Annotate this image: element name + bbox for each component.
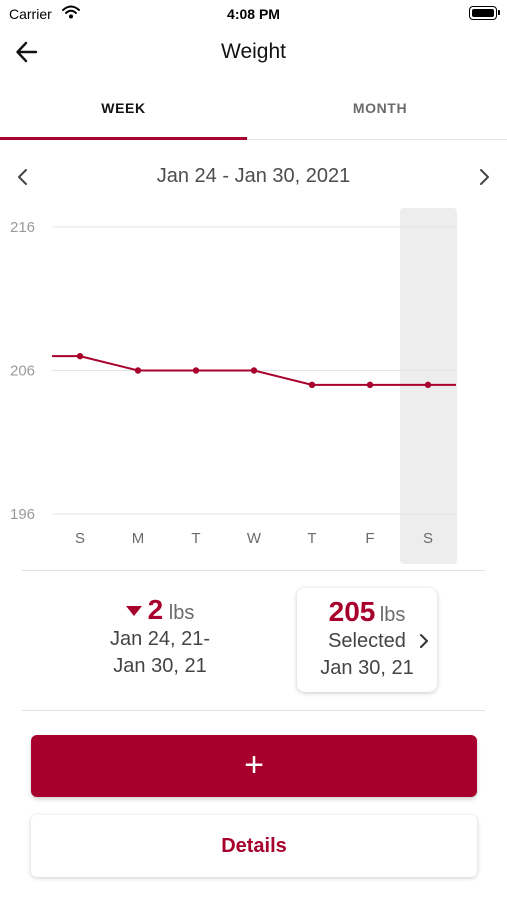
- x-tick-label: F: [365, 530, 374, 547]
- back-button[interactable]: [14, 39, 54, 69]
- selected-value: 205: [328, 596, 376, 627]
- selected-label: Selected: [328, 630, 406, 652]
- chevron-right-icon: [480, 169, 489, 185]
- battery-icon: [469, 6, 500, 20]
- x-tick-label: S: [423, 530, 433, 547]
- x-tick-label: W: [247, 530, 262, 547]
- status-bar: Carrier 4:08 PM: [0, 0, 507, 28]
- divider-bottom: [22, 710, 485, 711]
- change-range-start: Jan 24, 21-: [109, 628, 211, 650]
- change-unit: lbs: [168, 602, 195, 624]
- tab-month-label: MONTH: [352, 100, 408, 116]
- trend-down-icon: [125, 605, 142, 616]
- x-tick-label: S: [75, 530, 85, 547]
- page-title: Weight: [221, 40, 286, 63]
- y-tick-label: 196: [10, 506, 35, 523]
- nav-header: Weight: [0, 28, 507, 78]
- selected-date: Jan 30, 21: [320, 657, 414, 679]
- weight-chart[interactable]: 216 206 196 S M T W T F S: [0, 200, 507, 568]
- chevron-left-icon: [18, 169, 27, 185]
- data-point[interactable]: [76, 352, 84, 360]
- date-range-label: Jan 24 - Jan 30, 2021: [156, 165, 351, 187]
- tab-month[interactable]: MONTH: [253, 88, 507, 139]
- previous-week-button[interactable]: [10, 164, 36, 190]
- add-weight-button[interactable]: +: [31, 735, 477, 797]
- selected-entry-card[interactable]: 205 lbs Selected Jan 30, 21: [297, 588, 437, 692]
- data-point[interactable]: [250, 367, 258, 374]
- y-tick-label: 206: [10, 363, 35, 380]
- arrow-left-icon: [16, 41, 38, 63]
- tab-week-label: WEEK: [101, 100, 146, 116]
- next-week-button[interactable]: [471, 164, 497, 190]
- date-range-navigator: Jan 24 - Jan 30, 2021: [0, 160, 507, 194]
- data-point[interactable]: [308, 381, 316, 389]
- carrier-label: Carrier: [9, 6, 52, 22]
- selected-unit: lbs: [379, 604, 406, 626]
- data-point[interactable]: [366, 381, 374, 389]
- change-range-end: Jan 30, 21: [113, 655, 207, 677]
- divider-top: [22, 570, 485, 571]
- x-tick-label: T: [191, 530, 200, 547]
- status-time: 4:08 PM: [227, 6, 280, 22]
- tab-selected-indicator: [0, 137, 247, 140]
- details-button[interactable]: Details: [31, 815, 477, 877]
- data-point[interactable]: [192, 367, 200, 374]
- y-tick-label: 216: [10, 219, 35, 236]
- tab-week[interactable]: WEEK: [0, 88, 247, 140]
- data-point[interactable]: [134, 367, 142, 374]
- x-tick-label: T: [307, 530, 316, 547]
- chevron-right-icon: [420, 634, 428, 648]
- x-tick-label: M: [132, 530, 145, 547]
- wifi-icon: [62, 5, 80, 24]
- data-point[interactable]: [424, 381, 432, 389]
- period-tabs: WEEK MONTH: [0, 88, 507, 140]
- change-value: 2: [147, 594, 164, 625]
- weight-change-summary: 2 lbs Jan 24, 21- Jan 30, 21: [50, 594, 270, 680]
